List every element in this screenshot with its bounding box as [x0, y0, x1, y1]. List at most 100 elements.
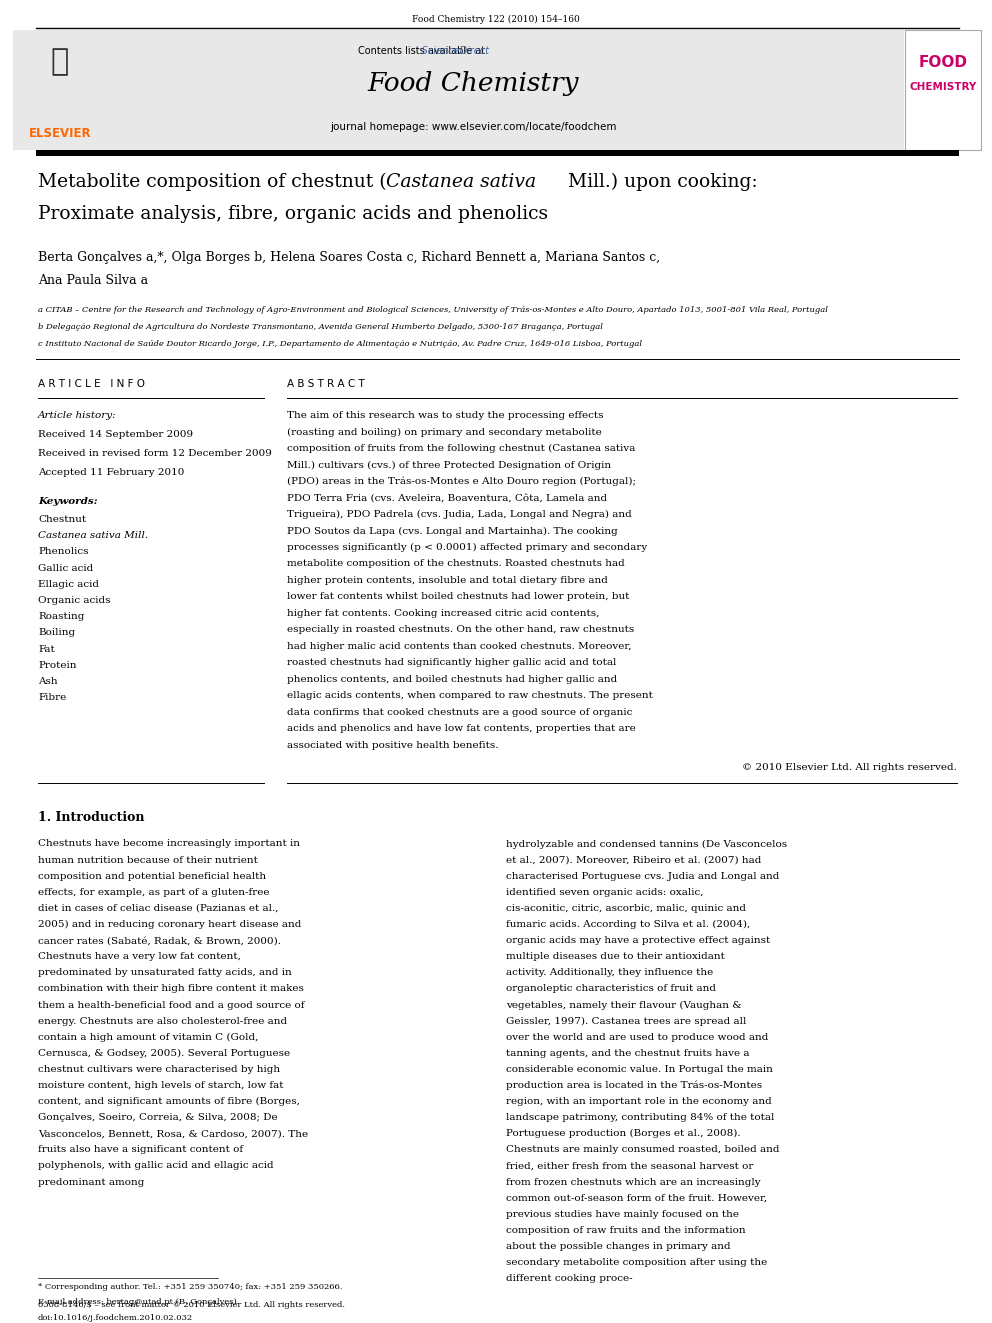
Text: Fat: Fat — [38, 644, 55, 654]
Text: different cooking proce-: different cooking proce- — [506, 1274, 633, 1283]
Text: predominant among: predominant among — [38, 1177, 145, 1187]
Text: Contents lists available at: Contents lists available at — [358, 46, 488, 56]
Text: © 2010 Elsevier Ltd. All rights reserved.: © 2010 Elsevier Ltd. All rights reserved… — [742, 763, 957, 773]
Text: Chestnut: Chestnut — [38, 515, 86, 524]
Text: had higher malic acid contents than cooked chestnuts. Moreover,: had higher malic acid contents than cook… — [287, 642, 632, 651]
Text: ScienceDirect: ScienceDirect — [330, 46, 488, 56]
Text: Ellagic acid: Ellagic acid — [38, 579, 99, 589]
Text: Chestnuts have become increasingly important in: Chestnuts have become increasingly impor… — [38, 840, 300, 848]
Text: tanning agents, and the chestnut fruits have a: tanning agents, and the chestnut fruits … — [506, 1049, 750, 1058]
Text: lower fat contents whilst boiled chestnuts had lower protein, but: lower fat contents whilst boiled chestnu… — [287, 593, 629, 602]
Text: metabolite composition of the chestnuts. Roasted chestnuts had: metabolite composition of the chestnuts.… — [287, 560, 625, 569]
Text: Gallic acid: Gallic acid — [38, 564, 93, 573]
Text: 0308-8146/$ – see front matter © 2010 Elsevier Ltd. All rights reserved.: 0308-8146/$ – see front matter © 2010 El… — [38, 1301, 345, 1308]
Text: Phenolics: Phenolics — [38, 548, 88, 557]
Text: Roasting: Roasting — [38, 613, 84, 622]
Text: cis-aconitic, citric, ascorbic, malic, quinic and: cis-aconitic, citric, ascorbic, malic, q… — [506, 904, 746, 913]
Text: Article history:: Article history: — [38, 411, 117, 419]
Text: Proximate analysis, fibre, organic acids and phenolics: Proximate analysis, fibre, organic acids… — [38, 205, 549, 224]
Text: et al., 2007). Moreover, Ribeiro et al. (2007) had: et al., 2007). Moreover, Ribeiro et al. … — [506, 856, 762, 865]
Text: from frozen chestnuts which are an increasingly: from frozen chestnuts which are an incre… — [506, 1177, 761, 1187]
Text: cancer rates (Sabaté, Radak, & Brown, 2000).: cancer rates (Sabaté, Radak, & Brown, 20… — [38, 937, 281, 945]
Text: contain a high amount of vitamin C (Gold,: contain a high amount of vitamin C (Gold… — [38, 1033, 258, 1041]
Text: Castanea sativa Mill.: Castanea sativa Mill. — [38, 532, 148, 540]
Text: journal homepage: www.elsevier.com/locate/foodchem: journal homepage: www.elsevier.com/locat… — [330, 122, 617, 132]
Text: E-mail address: bertag@utad.pt (B. Gonçalves).: E-mail address: bertag@utad.pt (B. Gonça… — [38, 1298, 239, 1306]
Text: (roasting and boiling) on primary and secondary metabolite: (roasting and boiling) on primary and se… — [287, 427, 602, 437]
Text: higher protein contents, insoluble and total dietary fibre and: higher protein contents, insoluble and t… — [287, 576, 608, 585]
Text: Food Chemistry 122 (2010) 154–160: Food Chemistry 122 (2010) 154–160 — [412, 15, 580, 24]
Text: phenolics contents, and boiled chestnuts had higher gallic and: phenolics contents, and boiled chestnuts… — [287, 675, 617, 684]
Text: fruits also have a significant content of: fruits also have a significant content o… — [38, 1146, 243, 1155]
Text: (PDO) areas in the Trás-os-Montes e Alto Douro region (Portugal);: (PDO) areas in the Trás-os-Montes e Alto… — [287, 478, 636, 487]
Text: fried, either fresh from the seasonal harvest or: fried, either fresh from the seasonal ha… — [506, 1162, 753, 1171]
Text: Protein: Protein — [38, 660, 76, 669]
Text: Berta Gonçalves a,*, Olga Borges b, Helena Soares Costa c, Richard Bennett a, Ma: Berta Gonçalves a,*, Olga Borges b, Hele… — [38, 251, 660, 265]
Text: FOOD: FOOD — [919, 56, 967, 70]
Text: Ana Paula Silva a: Ana Paula Silva a — [38, 274, 148, 287]
Text: previous studies have mainly focused on the: previous studies have mainly focused on … — [506, 1209, 739, 1218]
Text: effects, for example, as part of a gluten-free: effects, for example, as part of a glute… — [38, 888, 270, 897]
Text: predominated by unsaturated fatty acids, and in: predominated by unsaturated fatty acids,… — [38, 968, 292, 978]
Text: PDO Soutos da Lapa (cvs. Longal and Martainha). The cooking: PDO Soutos da Lapa (cvs. Longal and Mart… — [287, 527, 618, 536]
Text: human nutrition because of their nutrient: human nutrition because of their nutrien… — [38, 856, 258, 865]
Text: Fibre: Fibre — [38, 693, 66, 703]
Text: Castanea sativa: Castanea sativa — [386, 173, 536, 191]
Text: ellagic acids contents, when compared to raw chestnuts. The present: ellagic acids contents, when compared to… — [287, 692, 653, 700]
Text: Mill.) upon cooking:: Mill.) upon cooking: — [562, 173, 758, 192]
Text: Portuguese production (Borges et al., 2008).: Portuguese production (Borges et al., 20… — [506, 1130, 741, 1138]
Text: c Instituto Nacional de Saúde Doutor Ricardo Jorge, I.P., Departamento de Alimen: c Instituto Nacional de Saúde Doutor Ric… — [38, 340, 642, 348]
Text: chestnut cultivars were characterised by high: chestnut cultivars were characterised by… — [38, 1065, 280, 1074]
Text: Boiling: Boiling — [38, 628, 75, 638]
Text: Cernusca, & Godsey, 2005). Several Portuguese: Cernusca, & Godsey, 2005). Several Portu… — [38, 1049, 290, 1058]
Text: polyphenols, with gallic acid and ellagic acid: polyphenols, with gallic acid and ellagi… — [38, 1162, 274, 1171]
Text: CHEMISTRY: CHEMISTRY — [910, 82, 977, 93]
Text: PDO Terra Fria (cvs. Aveleira, Boaventura, Côta, Lamela and: PDO Terra Fria (cvs. Aveleira, Boaventur… — [287, 493, 607, 503]
Text: over the world and are used to produce wood and: over the world and are used to produce w… — [506, 1033, 769, 1041]
Text: fumaric acids. According to Silva et al. (2004),: fumaric acids. According to Silva et al.… — [506, 919, 750, 929]
Text: acids and phenolics and have low fat contents, properties that are: acids and phenolics and have low fat con… — [287, 725, 636, 733]
Text: about the possible changes in primary and: about the possible changes in primary an… — [506, 1242, 731, 1252]
Text: Chestnuts are mainly consumed roasted, boiled and: Chestnuts are mainly consumed roasted, b… — [506, 1146, 780, 1155]
Text: higher fat contents. Cooking increased citric acid contents,: higher fat contents. Cooking increased c… — [287, 609, 599, 618]
Text: roasted chestnuts had significantly higher gallic acid and total: roasted chestnuts had significantly high… — [287, 659, 616, 668]
Text: A B S T R A C T: A B S T R A C T — [287, 378, 365, 389]
Text: organoleptic characteristics of fruit and: organoleptic characteristics of fruit an… — [506, 984, 716, 994]
Text: hydrolyzable and condensed tannins (De Vasconcelos: hydrolyzable and condensed tannins (De V… — [506, 840, 787, 848]
Text: vegetables, namely their flavour (Vaughan &: vegetables, namely their flavour (Vaugha… — [506, 1000, 741, 1009]
Text: Trigueira), PDO Padrela (cvs. Judia, Lada, Longal and Negra) and: Trigueira), PDO Padrela (cvs. Judia, Lad… — [287, 509, 632, 519]
Text: composition and potential beneficial health: composition and potential beneficial hea… — [38, 872, 266, 881]
Text: Accepted 11 February 2010: Accepted 11 February 2010 — [38, 468, 185, 478]
Text: activity. Additionally, they influence the: activity. Additionally, they influence t… — [506, 968, 713, 978]
Text: content, and significant amounts of fibre (Borges,: content, and significant amounts of fibr… — [38, 1097, 300, 1106]
Text: production area is located in the Trás-os-Montes: production area is located in the Trás-o… — [506, 1081, 762, 1090]
Text: identified seven organic acids: oxalic,: identified seven organic acids: oxalic, — [506, 888, 703, 897]
Text: associated with positive health benefits.: associated with positive health benefits… — [287, 741, 499, 750]
Text: Geissler, 1997). Castanea trees are spread all: Geissler, 1997). Castanea trees are spre… — [506, 1016, 746, 1025]
Text: 🌳: 🌳 — [51, 48, 69, 77]
Text: Food Chemistry: Food Chemistry — [368, 70, 579, 95]
Text: moisture content, high levels of starch, low fat: moisture content, high levels of starch,… — [38, 1081, 284, 1090]
Text: energy. Chestnuts are also cholesterol-free and: energy. Chestnuts are also cholesterol-f… — [38, 1016, 287, 1025]
Text: them a health-beneficial food and a good source of: them a health-beneficial food and a good… — [38, 1000, 305, 1009]
Text: A R T I C L E   I N F O: A R T I C L E I N F O — [38, 378, 145, 389]
Text: Gonçalves, Soeiro, Correia, & Silva, 2008; De: Gonçalves, Soeiro, Correia, & Silva, 200… — [38, 1113, 278, 1122]
Text: organic acids may have a protective effect against: organic acids may have a protective effe… — [506, 937, 770, 945]
Text: Keywords:: Keywords: — [38, 497, 97, 505]
Bar — [36, 149, 959, 156]
Text: diet in cases of celiac disease (Pazianas et al.,: diet in cases of celiac disease (Paziana… — [38, 904, 279, 913]
Text: ELSEVIER: ELSEVIER — [29, 127, 91, 140]
Text: doi:10.1016/j.foodchem.2010.02.032: doi:10.1016/j.foodchem.2010.02.032 — [38, 1314, 193, 1322]
Text: considerable economic value. In Portugal the main: considerable economic value. In Portugal… — [506, 1065, 773, 1074]
Text: processes significantly (p < 0.0001) affected primary and secondary: processes significantly (p < 0.0001) aff… — [287, 542, 647, 552]
Text: 1. Introduction: 1. Introduction — [38, 811, 145, 824]
Text: Chestnuts have a very low fat content,: Chestnuts have a very low fat content, — [38, 953, 241, 962]
Text: 2005) and in reducing coronary heart disease and: 2005) and in reducing coronary heart dis… — [38, 919, 302, 929]
Text: * Corresponding author. Tel.: +351 259 350740; fax: +351 259 350266.: * Corresponding author. Tel.: +351 259 3… — [38, 1283, 342, 1291]
Text: especially in roasted chestnuts. On the other hand, raw chestnuts: especially in roasted chestnuts. On the … — [287, 626, 634, 635]
Bar — [905, 30, 981, 149]
Text: Received in revised form 12 December 2009: Received in revised form 12 December 200… — [38, 448, 272, 458]
Text: a CITAB – Centre for the Research and Technology of Agro-Environment and Biologi: a CITAB – Centre for the Research and Te… — [38, 306, 828, 314]
Text: region, with an important role in the economy and: region, with an important role in the ec… — [506, 1097, 772, 1106]
Text: composition of fruits from the following chestnut (Castanea sativa: composition of fruits from the following… — [287, 445, 635, 452]
